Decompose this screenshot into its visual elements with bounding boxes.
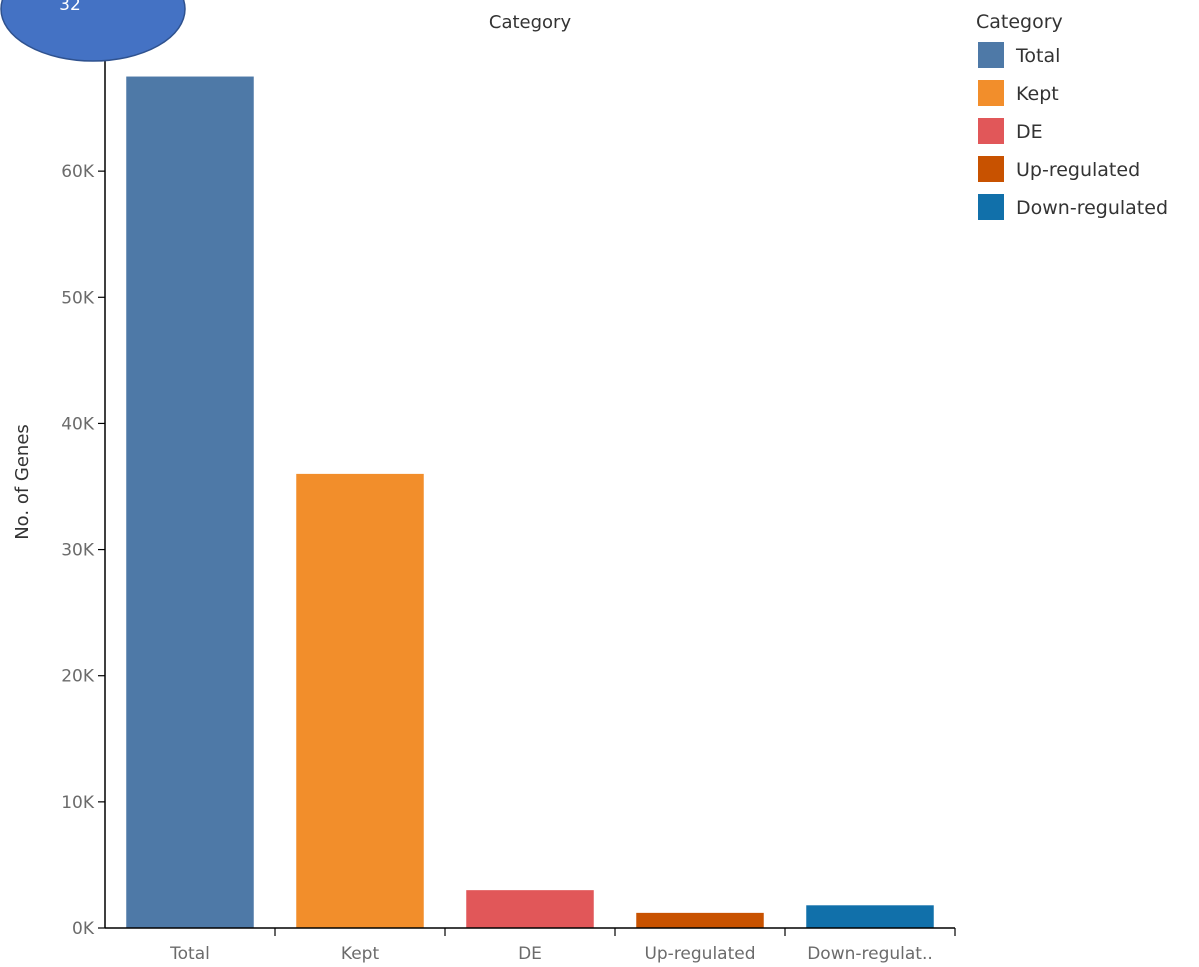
bars-group xyxy=(126,76,934,929)
x-tick-label: Kept xyxy=(341,944,380,964)
y-tick-label: 0K xyxy=(72,919,95,939)
y-tick-label: 30K xyxy=(61,541,95,561)
badge-label: 32 xyxy=(59,0,81,15)
y-tick-label: 60K xyxy=(61,162,95,182)
badge-ellipse xyxy=(0,0,186,62)
legend-label[interactable]: Down-regulated xyxy=(1016,197,1168,219)
legend: Category Total Kept DE Up-regulated Down-reg… xyxy=(976,11,1168,220)
y-tick-label: 10K xyxy=(61,793,95,813)
y-tick-label: 40K xyxy=(61,414,95,434)
bar-kept[interactable] xyxy=(296,473,424,928)
legend-swatch xyxy=(978,156,1004,182)
bar-total[interactable] xyxy=(126,76,254,929)
legend-label[interactable]: DE xyxy=(1016,121,1043,143)
bar-de[interactable] xyxy=(466,890,594,928)
y-tick-label: 20K xyxy=(61,667,95,687)
chart-title: Category xyxy=(489,12,572,33)
legend-label[interactable]: Kept xyxy=(1016,83,1059,105)
bar-up-regulated[interactable] xyxy=(636,912,764,928)
legend-label[interactable]: Total xyxy=(1015,45,1060,67)
x-axis: Total Kept DE Up-regulated Down-regulat.. xyxy=(105,927,956,964)
legend-swatch xyxy=(978,194,1004,220)
bar-down-regulat[interactable] xyxy=(806,905,934,928)
legend-swatch xyxy=(978,80,1004,106)
y-axis: 0K10K20K30K40K50K60K70K xyxy=(61,36,106,939)
x-tick-label: Down-regulat.. xyxy=(807,944,933,964)
y-tick-label: 50K xyxy=(61,288,95,308)
legend-swatch xyxy=(978,42,1004,68)
slide-number-badge: 32 xyxy=(0,0,186,62)
x-tick-label: DE xyxy=(518,944,542,964)
legend-swatch xyxy=(978,118,1004,144)
x-tick-label: Up-regulated xyxy=(644,944,755,964)
legend-label[interactable]: Up-regulated xyxy=(1016,159,1140,181)
x-tick-label: Total xyxy=(169,944,210,964)
legend-title: Category xyxy=(976,11,1063,33)
y-axis-title: No. of Genes xyxy=(12,424,33,540)
